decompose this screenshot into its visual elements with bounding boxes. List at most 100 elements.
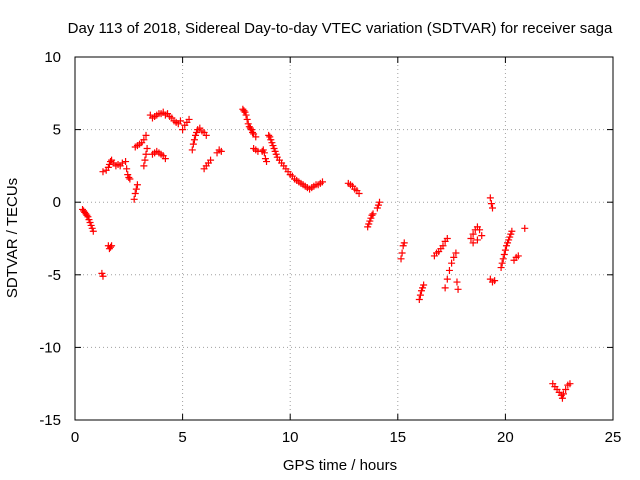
data-point xyxy=(99,272,107,280)
data-point xyxy=(450,253,458,261)
data-point xyxy=(243,115,251,123)
data-point xyxy=(142,131,150,139)
data-point xyxy=(107,158,115,166)
data-point xyxy=(263,158,271,166)
data-point xyxy=(140,162,148,170)
axis-ticks: 0 5 10 15 20 25 -15 -10 -5 0 5 10 xyxy=(39,49,621,446)
data-point xyxy=(188,146,196,154)
data-point xyxy=(497,264,505,272)
data-point xyxy=(125,174,133,182)
data-point xyxy=(486,194,494,202)
data-point xyxy=(467,235,475,242)
data-point xyxy=(478,232,486,240)
data-point xyxy=(131,189,139,197)
data-point xyxy=(454,285,462,293)
chart-title: Day 113 of 2018, Sidereal Day-to-day VTE… xyxy=(68,20,613,37)
data-point xyxy=(443,235,451,242)
data-point xyxy=(452,249,460,257)
data-point xyxy=(246,124,254,132)
x-tick-label: 0 xyxy=(71,429,79,446)
data-point xyxy=(368,211,376,219)
data-point xyxy=(397,255,405,263)
data-point xyxy=(202,131,210,139)
data-point xyxy=(89,227,97,235)
x-tick-label: 20 xyxy=(497,429,514,446)
data-point xyxy=(143,144,151,152)
data-point xyxy=(469,230,477,238)
data-point xyxy=(420,281,428,289)
data-point xyxy=(118,159,126,167)
data-point xyxy=(415,295,423,303)
data-point xyxy=(107,243,115,251)
data-point xyxy=(508,227,516,235)
data-point xyxy=(108,242,116,250)
data-point xyxy=(521,224,529,232)
plot-frame xyxy=(74,56,614,421)
y-axis-title: SDTVAR / TECUs xyxy=(4,178,21,298)
y-tick-label: -10 xyxy=(39,339,61,356)
data-point xyxy=(161,155,169,163)
data-point xyxy=(190,136,198,144)
x-tick-label: 15 xyxy=(389,429,406,446)
data-point xyxy=(469,239,477,247)
data-point xyxy=(491,277,499,285)
data-point xyxy=(514,252,522,260)
data-point xyxy=(448,259,456,267)
data-point xyxy=(123,165,131,173)
data-point xyxy=(355,189,363,197)
data-point xyxy=(501,246,509,254)
data-point xyxy=(179,126,187,134)
data-point xyxy=(416,291,424,299)
x-tick-label: 5 xyxy=(178,429,186,446)
data-point xyxy=(400,239,408,247)
data-point xyxy=(99,168,107,176)
data-point xyxy=(133,181,141,189)
data-point xyxy=(558,394,566,402)
data-point xyxy=(189,140,197,148)
data-point xyxy=(207,156,215,164)
data-point xyxy=(376,198,384,206)
data-point xyxy=(443,275,451,283)
data-point xyxy=(242,111,250,119)
data-point xyxy=(260,149,268,157)
data-points xyxy=(79,105,574,402)
data-point xyxy=(398,249,406,257)
data-point xyxy=(560,390,568,398)
data-point xyxy=(500,250,508,258)
x-tick-label: 25 xyxy=(605,429,622,446)
data-point xyxy=(252,133,260,141)
data-point xyxy=(176,117,184,125)
x-axis-title: GPS time / hours xyxy=(283,457,397,474)
data-point xyxy=(445,266,453,274)
data-point xyxy=(217,147,225,155)
data-point xyxy=(141,156,149,164)
data-point xyxy=(126,175,134,183)
data-point xyxy=(122,158,130,166)
data-point xyxy=(130,195,138,203)
y-tick-label: 5 xyxy=(53,122,61,139)
data-point xyxy=(488,204,496,212)
data-point xyxy=(369,210,377,218)
data-point xyxy=(140,136,148,144)
x-tick-label: 10 xyxy=(282,429,299,446)
data-point xyxy=(441,284,449,292)
grid xyxy=(75,57,613,420)
data-point xyxy=(487,200,495,208)
data-point xyxy=(318,178,326,186)
data-point xyxy=(265,131,273,139)
data-point xyxy=(132,185,140,193)
y-tick-label: -5 xyxy=(48,267,61,284)
data-point xyxy=(83,211,91,219)
data-point xyxy=(249,129,257,137)
data-point xyxy=(566,380,574,388)
data-point xyxy=(240,107,248,115)
data-point xyxy=(453,278,461,286)
y-tick-label: -15 xyxy=(39,412,61,429)
data-point xyxy=(142,150,150,158)
data-point xyxy=(476,226,484,234)
data-point xyxy=(439,242,447,250)
data-point xyxy=(499,255,507,263)
y-tick-label: 0 xyxy=(53,194,61,211)
y-tick-label: 10 xyxy=(44,49,61,66)
